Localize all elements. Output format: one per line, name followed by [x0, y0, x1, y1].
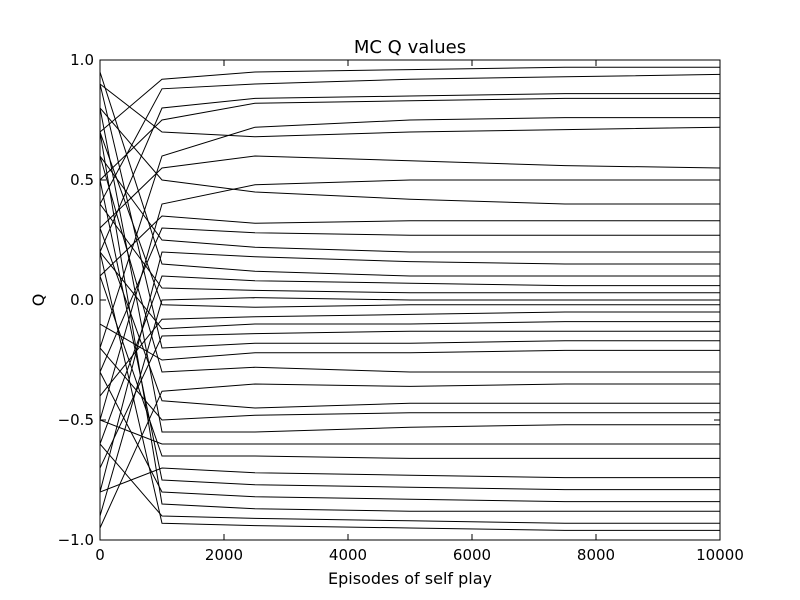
y-tick-label: 0.5 [70, 171, 94, 189]
q-series-line-13 [100, 251, 720, 493]
q-series-line-1 [100, 66, 720, 133]
y-tick-label: 0.0 [70, 291, 94, 309]
y-axis-label: Q [29, 294, 48, 307]
x-axis-label: Episodes of self play [328, 569, 492, 588]
q-series-line-21 [100, 330, 720, 469]
chart-title: MC Q values [354, 37, 466, 58]
q-series-line-20 [100, 251, 720, 330]
q-series-line-19 [100, 311, 720, 397]
x-tick-label: 4000 [329, 546, 367, 564]
x-tick-label: 0 [95, 546, 105, 564]
q-series-line-25 [100, 383, 720, 529]
q-series-line-32 [100, 179, 720, 491]
q-series-line-23 [100, 323, 720, 361]
q-series-line-4 [100, 97, 720, 181]
q-series-line-26 [100, 227, 720, 409]
series-layer [100, 66, 720, 531]
x-tick-label: 6000 [453, 546, 491, 564]
q-series-line-3 [100, 93, 720, 253]
q-series-line-33 [100, 371, 720, 503]
q-series-line-34 [100, 131, 720, 512]
q-series-line-16 [100, 203, 720, 294]
q-series-line-35 [100, 443, 720, 524]
q-series-line-8 [100, 179, 720, 421]
q-series-line-5 [100, 117, 720, 349]
q-series-line-27 [100, 347, 720, 421]
q-series-line-6 [100, 83, 720, 138]
q-series-line-36 [100, 251, 720, 531]
q-series-line-14 [100, 71, 720, 277]
y-tick-label: −1.0 [58, 531, 94, 549]
q-series-line-2 [100, 73, 720, 205]
q-series-line-28 [100, 107, 720, 433]
x-tick-label: 2000 [205, 546, 243, 564]
q-series-line-30 [100, 275, 720, 459]
x-tick-label: 10000 [696, 546, 744, 564]
q-series-line-12 [100, 155, 720, 253]
ticks-layer: 0 2000 4000 6000 8000 10000 −1.0 −0.5 0.0 0.5 1.0 [58, 51, 744, 564]
y-tick-label: 1.0 [70, 51, 94, 69]
q-series-line-11 [100, 227, 720, 373]
q-series-line-7 [100, 155, 720, 229]
q-series-line-22 [100, 83, 720, 349]
x-tick-label: 8000 [577, 546, 615, 564]
q-series-line-24 [100, 155, 720, 373]
q-series-line-18 [100, 131, 720, 308]
q-series-line-9 [100, 107, 720, 205]
y-tick-label: −0.5 [58, 411, 94, 429]
